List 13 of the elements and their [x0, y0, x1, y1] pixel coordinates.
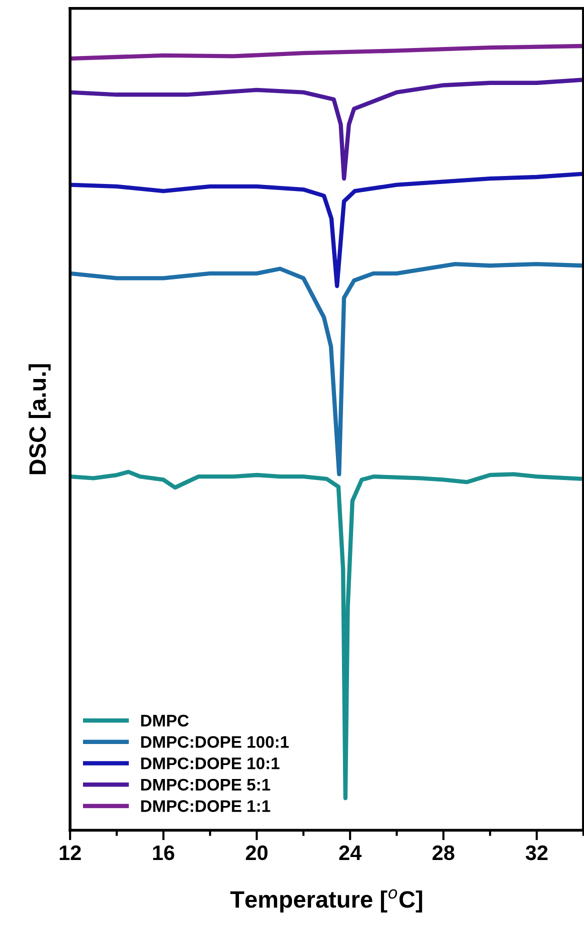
y-axis-title: DSC [a.u.] [28, 364, 51, 474]
x-tick-label: 28 [432, 845, 454, 860]
x-axis-title: Temperature [$^{o}$C] [230, 889, 422, 912]
x-tick-label: 24 [339, 845, 362, 860]
legend-label: DMPC:DOPE 100:1 [141, 736, 289, 748]
legend-label: DMPC [141, 714, 189, 727]
x-tick-label: 16 [153, 845, 174, 860]
legend-label: DMPC:DOPE 5:1 [141, 778, 270, 791]
x-tick-label: 12 [60, 845, 81, 860]
legend-label: DMPC:DOPE 1:1 [141, 800, 270, 812]
x-tick-label: 32 [526, 845, 548, 860]
x-tick-label: 20 [246, 845, 268, 860]
legend-label: DMPC:DOPE 10:1 [141, 757, 280, 770]
